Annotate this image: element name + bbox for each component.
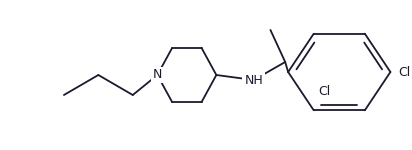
- Text: Cl: Cl: [318, 85, 331, 98]
- Text: NH: NH: [244, 74, 263, 87]
- Text: Cl: Cl: [398, 66, 410, 78]
- Text: N: N: [153, 69, 162, 81]
